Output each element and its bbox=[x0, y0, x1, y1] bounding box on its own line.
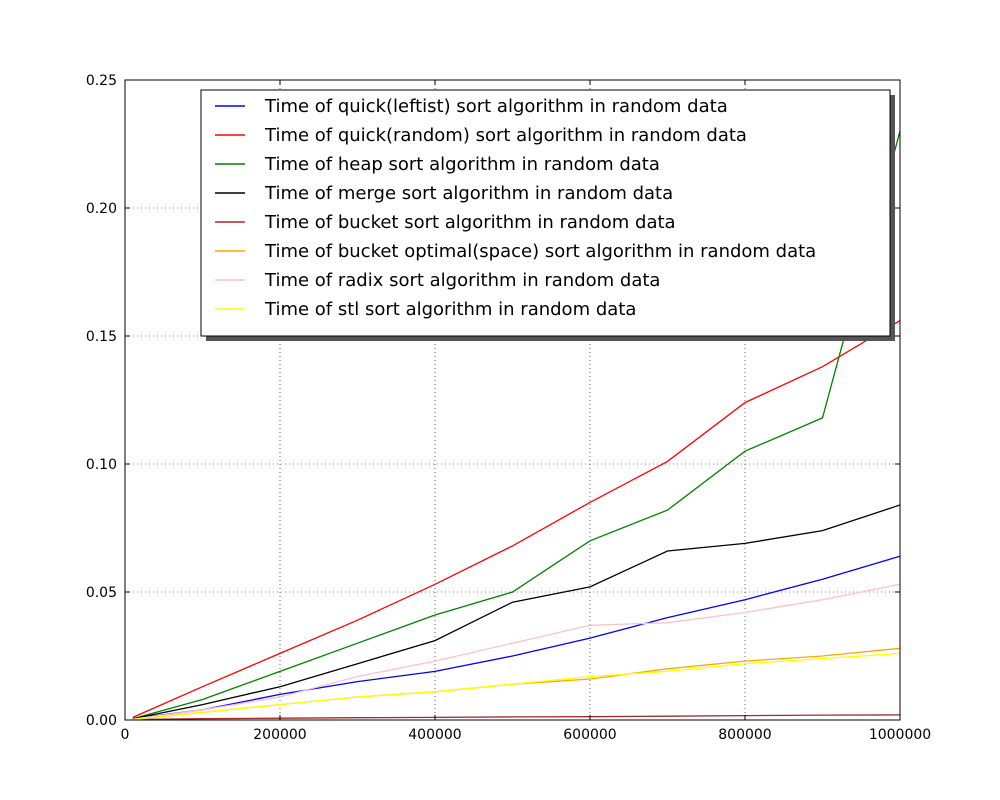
series-line-2 bbox=[132, 320, 900, 718]
legend-box bbox=[200, 89, 891, 337]
legend-label-3: Time of heap sort algorithm in random da… bbox=[264, 154, 660, 175]
series-layer bbox=[132, 131, 900, 720]
series-line-7 bbox=[132, 583, 900, 720]
series-line-8 bbox=[132, 652, 900, 720]
legend-label-1: Time of quick(leftist) sort algorithm in… bbox=[264, 96, 728, 117]
y-tick-label: 0.25 bbox=[86, 73, 117, 89]
y-tick-label: 0.05 bbox=[86, 585, 117, 601]
plot-frame bbox=[124, 79, 901, 721]
y-tick-label: 0.15 bbox=[86, 329, 117, 345]
y-tick-label: 0.20 bbox=[86, 201, 117, 217]
x-tick-label: 400000 bbox=[408, 727, 461, 743]
x-tick-label: 800000 bbox=[718, 727, 771, 743]
legend-label-2: Time of quick(random) sort algorithm in … bbox=[264, 125, 747, 146]
x-tick-label: 0 bbox=[121, 727, 130, 743]
series-line-3 bbox=[132, 131, 900, 720]
legend-label-7: Time of radix sort algorithm in random d… bbox=[264, 270, 660, 291]
grid-lines bbox=[125, 80, 900, 720]
axis-ticks: 0 200000 400000 600000 800000 1000000 0.00 0.05… bbox=[86, 73, 931, 743]
legend-label-4: Time of merge sort algorithm in random d… bbox=[264, 183, 673, 204]
series-line-5 bbox=[132, 714, 900, 720]
x-tick-label: 600000 bbox=[563, 727, 616, 743]
series-line-1 bbox=[132, 555, 900, 720]
y-tick-label: 0.00 bbox=[86, 713, 117, 729]
legend: Time of quick(leftist) sort algorithm in… bbox=[200, 89, 895, 341]
series-line-4 bbox=[132, 504, 900, 720]
legend-label-5: Time of bucket sort algorithm in random … bbox=[264, 212, 676, 233]
legend-label-6: Time of bucket optimal(space) sort algor… bbox=[264, 241, 816, 262]
legend-label-8: Time of stl sort algorithm in random dat… bbox=[264, 299, 636, 320]
x-tick-label: 1000000 bbox=[869, 727, 931, 743]
x-tick-label: 200000 bbox=[253, 727, 306, 743]
y-tick-label: 0.10 bbox=[86, 457, 117, 473]
